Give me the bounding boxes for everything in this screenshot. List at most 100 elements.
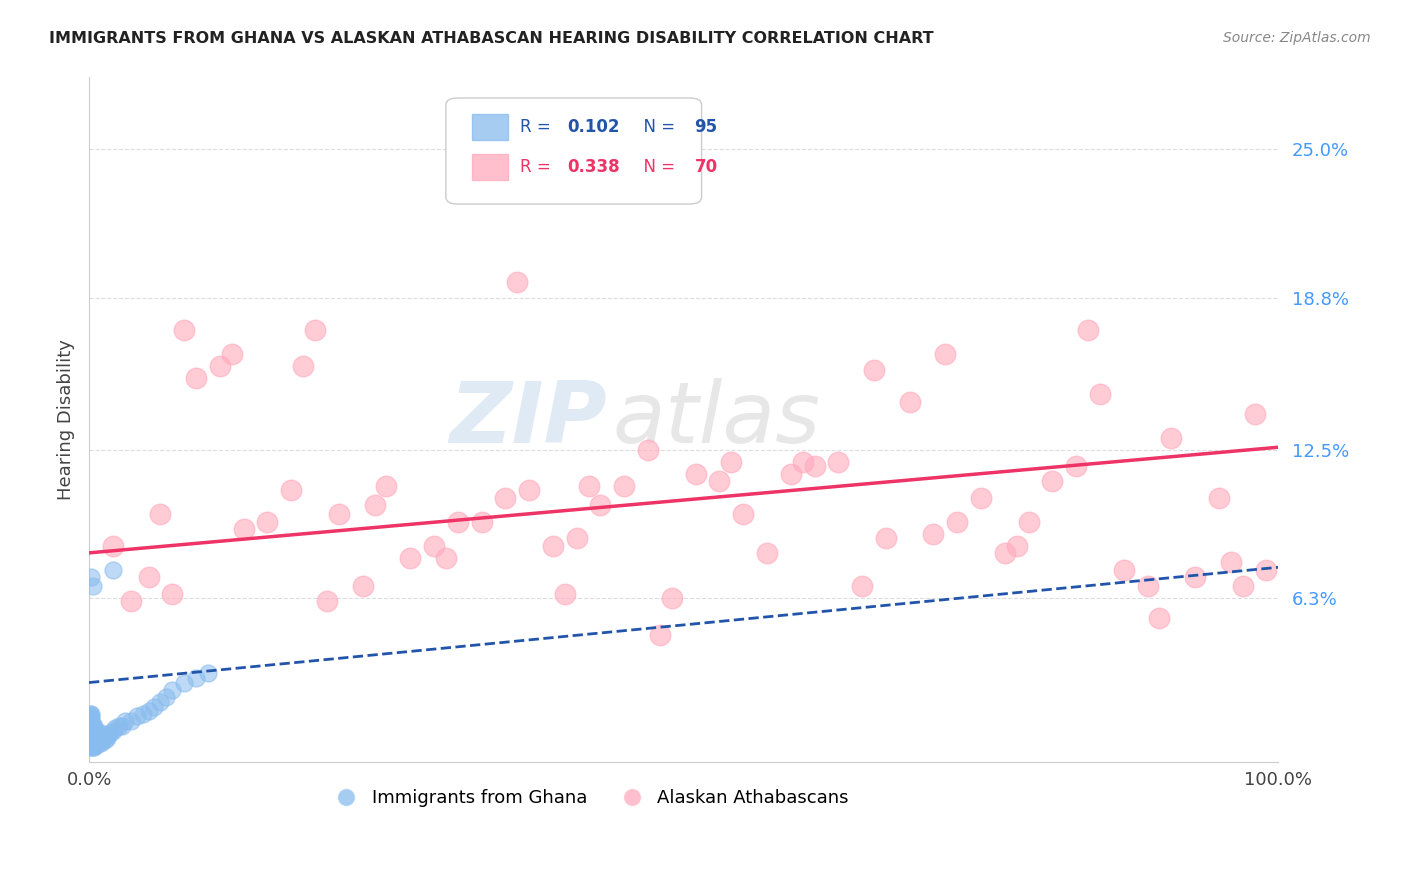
- Text: 95: 95: [695, 119, 717, 136]
- Point: [423, 539, 446, 553]
- Point: [104, 721, 127, 735]
- Point: [155, 690, 177, 704]
- Point: [399, 550, 422, 565]
- Point: [79, 728, 101, 742]
- Text: N =: N =: [633, 119, 681, 136]
- Point: [80, 735, 103, 749]
- Point: [83, 728, 105, 742]
- Point: [82, 733, 104, 747]
- Point: [506, 275, 529, 289]
- Point: [79, 740, 101, 755]
- Point: [827, 455, 849, 469]
- Point: [80, 731, 103, 745]
- Point: [1232, 579, 1254, 593]
- Text: R =: R =: [520, 119, 555, 136]
- Point: [1160, 431, 1182, 445]
- Point: [96, 731, 118, 745]
- Point: [84, 728, 107, 742]
- Point: [1149, 610, 1171, 624]
- Point: [208, 359, 231, 373]
- Point: [1208, 491, 1230, 505]
- Point: [101, 539, 124, 553]
- Point: [90, 735, 112, 749]
- Point: [541, 539, 564, 553]
- Point: [80, 726, 103, 740]
- Point: [613, 478, 636, 492]
- Point: [80, 709, 103, 723]
- Point: [83, 721, 105, 735]
- Point: [80, 719, 103, 733]
- Point: [1112, 563, 1135, 577]
- Bar: [472, 154, 508, 180]
- Point: [80, 740, 103, 755]
- Point: [79, 738, 101, 752]
- Point: [1243, 407, 1265, 421]
- Point: [637, 442, 659, 457]
- Point: [83, 723, 105, 738]
- Point: [83, 735, 105, 749]
- Point: [80, 733, 103, 747]
- Point: [138, 570, 160, 584]
- Point: [125, 709, 148, 723]
- Point: [97, 728, 120, 742]
- Point: [184, 370, 207, 384]
- Point: [554, 587, 576, 601]
- Point: [1184, 570, 1206, 584]
- Point: [83, 738, 105, 752]
- Point: [82, 726, 104, 740]
- Point: [589, 498, 612, 512]
- Point: [100, 726, 122, 740]
- Point: [87, 735, 110, 749]
- Text: 0.338: 0.338: [567, 158, 620, 176]
- Text: IMMIGRANTS FROM GHANA VS ALASKAN ATHABASCAN HEARING DISABILITY CORRELATION CHART: IMMIGRANTS FROM GHANA VS ALASKAN ATHABAS…: [49, 31, 934, 46]
- Legend: Immigrants from Ghana, Alaskan Athabascans: Immigrants from Ghana, Alaskan Athabasca…: [321, 782, 856, 814]
- Text: Source: ZipAtlas.com: Source: ZipAtlas.com: [1223, 31, 1371, 45]
- FancyBboxPatch shape: [446, 98, 702, 204]
- Point: [84, 733, 107, 747]
- Point: [82, 721, 104, 735]
- Point: [120, 714, 142, 728]
- Point: [82, 719, 104, 733]
- Point: [517, 483, 540, 498]
- Point: [83, 740, 105, 755]
- Point: [1256, 563, 1278, 577]
- Point: [256, 515, 278, 529]
- Bar: [472, 114, 508, 140]
- Point: [131, 706, 153, 721]
- Point: [1077, 322, 1099, 336]
- Point: [84, 728, 107, 742]
- Point: [232, 522, 254, 536]
- Point: [363, 498, 385, 512]
- Point: [328, 508, 350, 522]
- Text: ZIP: ZIP: [449, 378, 606, 461]
- Point: [91, 733, 114, 747]
- Point: [304, 322, 326, 336]
- Point: [82, 579, 104, 593]
- Point: [565, 532, 588, 546]
- Point: [197, 665, 219, 680]
- Point: [83, 719, 105, 733]
- Point: [107, 719, 129, 733]
- Point: [83, 726, 105, 740]
- Point: [1136, 579, 1159, 593]
- Point: [84, 733, 107, 747]
- Point: [184, 671, 207, 685]
- Point: [733, 508, 755, 522]
- Point: [89, 733, 111, 747]
- Point: [79, 731, 101, 745]
- Point: [661, 591, 683, 606]
- Point: [101, 563, 124, 577]
- Point: [83, 733, 105, 747]
- Point: [1219, 556, 1241, 570]
- Point: [84, 738, 107, 752]
- Point: [111, 719, 134, 733]
- Point: [87, 728, 110, 742]
- Point: [1064, 459, 1087, 474]
- Point: [494, 491, 516, 505]
- Point: [79, 726, 101, 740]
- Point: [80, 723, 103, 738]
- Point: [80, 714, 103, 728]
- Point: [90, 731, 112, 745]
- Point: [82, 740, 104, 755]
- Point: [685, 467, 707, 481]
